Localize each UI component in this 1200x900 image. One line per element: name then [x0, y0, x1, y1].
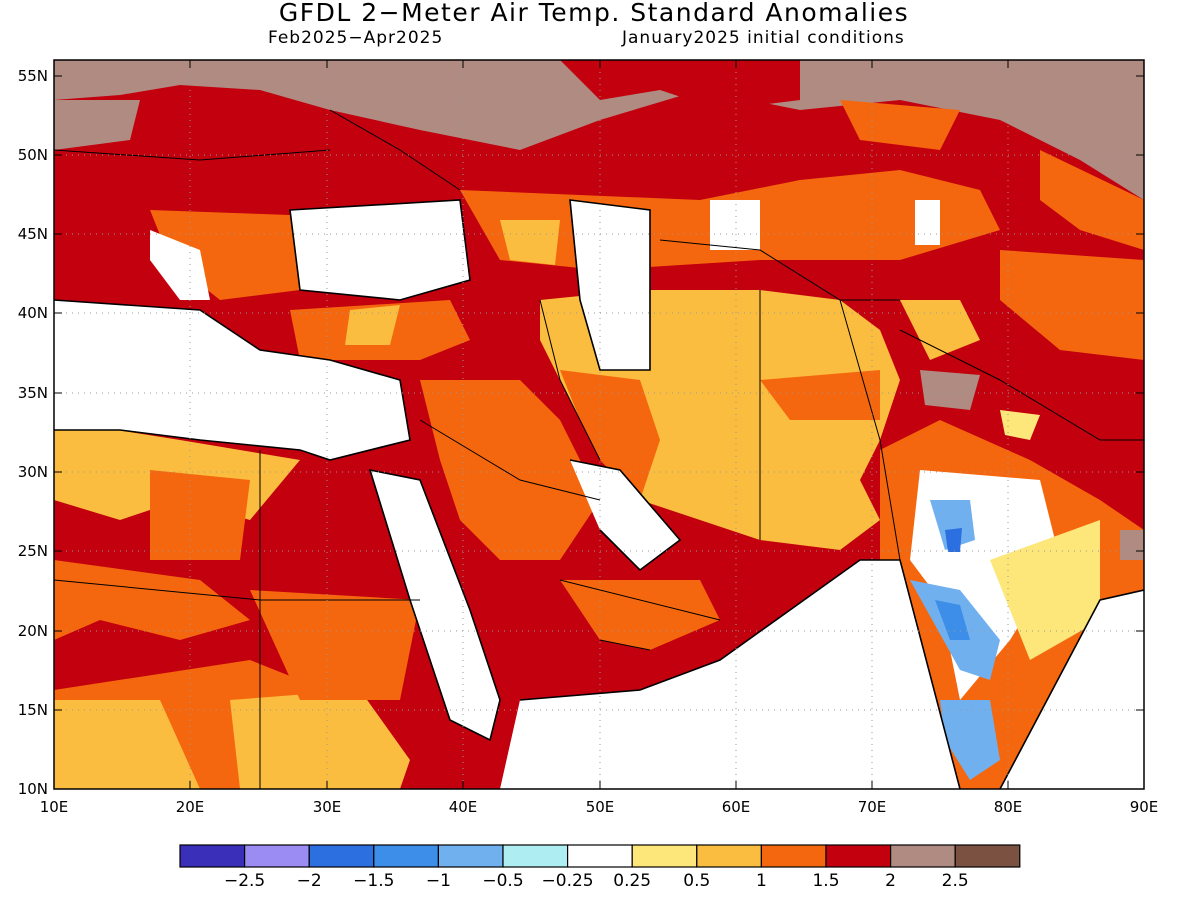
- lat-tick-label: 10N: [18, 780, 48, 798]
- coastline-layer: [54, 199, 1144, 789]
- anomaly-region-oman: [560, 580, 720, 650]
- colorbar-label: 1: [756, 871, 767, 891]
- lat-tick-label: 50N: [18, 146, 48, 164]
- anomaly-region-sudan-north: [250, 590, 420, 700]
- lon-tick-label: 40E: [449, 798, 478, 816]
- anomaly-region-northwest: [54, 60, 220, 95]
- map-subtitle-init: January2025 initial conditions: [622, 28, 905, 48]
- lon-tick-label: 20E: [176, 798, 205, 816]
- mediterranean-sea: [54, 300, 410, 460]
- colorbar-label: −0.5: [482, 871, 523, 891]
- colorbar-swatch: [373, 844, 439, 868]
- anomaly-region-afghan-orange: [760, 370, 880, 420]
- lat-tick-label: 40N: [18, 304, 48, 322]
- anomaly-fill-layer: [54, 60, 1144, 789]
- map-subtitle-period: Feb2025−Apr2025: [268, 28, 444, 48]
- colorbar-swatch: [954, 844, 1021, 868]
- anomaly-region-kashmir: [920, 370, 980, 410]
- colorbar-swatch: [696, 844, 762, 868]
- colorbar-label: −0.25: [542, 871, 594, 891]
- lat-tick-label: 25N: [18, 542, 48, 560]
- anomaly-region-india-dark-blue: [945, 528, 962, 552]
- colorbar-label: 0.5: [683, 871, 710, 891]
- bay-of-bengal: [1000, 590, 1144, 789]
- red-sea: [370, 470, 500, 740]
- colorbar-label: 0.25: [613, 871, 651, 891]
- lat-tick-label: 45N: [18, 225, 48, 243]
- colorbar-swatch: [825, 844, 892, 868]
- anomaly-region-india-strong-blue: [935, 600, 970, 640]
- anomaly-region-western-china: [1000, 250, 1144, 360]
- anomaly-region-tajik-yellow: [900, 300, 980, 360]
- lon-tick-label: 30E: [313, 798, 342, 816]
- lat-tick-label: 15N: [18, 701, 48, 719]
- colorbar-swatch: [502, 844, 569, 868]
- colorbar-label: −1.5: [353, 871, 394, 891]
- colorbar-swatch: [244, 844, 310, 868]
- lon-tick-label: 70E: [858, 798, 887, 816]
- map-frame: [53, 59, 1145, 790]
- anomaly-region-chad: [54, 560, 250, 640]
- anomaly-region-nepal-red: [1060, 430, 1144, 510]
- anomaly-region-europe-russia: [54, 60, 1144, 200]
- colorbar-label: 2: [885, 871, 896, 891]
- colorbar-swatch: [437, 844, 504, 868]
- anomaly-region-turkey-yellow: [345, 305, 400, 345]
- colorbar: −2.5 −2 −1.5 −1 −0.5 −0.25 0.25 0.5 1 1.5 2 2.5: [179, 844, 1021, 891]
- anomaly-region-iran-orange: [560, 370, 660, 500]
- black-sea: [290, 200, 470, 300]
- lon-tick-label: 50E: [586, 798, 615, 816]
- anomaly-region-bangladesh: [1120, 530, 1144, 560]
- lat-axis: 55N 50N 45N 40N 35N 30N 25N 20N 15N 10N: [18, 67, 1144, 798]
- arabian-sea: [500, 560, 960, 789]
- colorbar-label: −2: [297, 871, 322, 891]
- adriatic-sea: [150, 230, 210, 300]
- colorbar-swatch: [179, 844, 246, 868]
- lat-tick-label: 20N: [18, 622, 48, 640]
- colorbar-label: −2.5: [224, 871, 265, 891]
- colorbar-label: 1.5: [812, 871, 839, 891]
- lake-balkhash: [915, 200, 940, 245]
- anomaly-region-arabia-north: [420, 380, 600, 560]
- lat-tick-label: 30N: [18, 463, 48, 481]
- colorbar-label: 2.5: [942, 871, 969, 891]
- persian-gulf: [570, 460, 680, 570]
- anomaly-region-balkans: [150, 210, 300, 300]
- anomaly-region-ethiopia-yellow: [230, 690, 410, 789]
- colorbar-swatch: [631, 844, 698, 868]
- anomaly-region-kazakh-yellow: [500, 220, 560, 265]
- anomaly-region-india-south-blue: [940, 700, 1000, 780]
- colorbar-swatch: [760, 844, 827, 868]
- anomaly-region-russia-red: [560, 60, 800, 110]
- anomaly-region-tibet-yellow: [1000, 410, 1040, 440]
- anomaly-region-siberia-orange: [840, 100, 960, 150]
- caspian-sea: [570, 200, 650, 370]
- lon-tick-label: 60E: [722, 798, 751, 816]
- anomaly-region-sahel-yellow: [54, 700, 200, 789]
- colorbar-swatch: [566, 844, 633, 868]
- anomaly-region-central-europe: [54, 150, 330, 210]
- anomaly-region-ukraine: [380, 60, 560, 110]
- lat-tick-label: 55N: [18, 67, 48, 85]
- colorbar-swatch: [889, 844, 956, 868]
- anomaly-region-libya-orange: [150, 470, 250, 560]
- colorbar-label: −1: [426, 871, 451, 891]
- border-layer: [54, 109, 1144, 789]
- anomaly-region-india-east-yellow: [990, 520, 1100, 660]
- map-title: GFDL 2−Meter Air Temp. Standard Anomalie…: [278, 0, 910, 27]
- anomaly-region-germany: [54, 100, 140, 150]
- lon-tick-label: 90E: [1130, 798, 1159, 816]
- lon-tick-label: 10E: [40, 798, 69, 816]
- lat-tick-label: 35N: [18, 384, 48, 402]
- aral-sea: [710, 200, 760, 250]
- anomaly-region-india-central-blue: [930, 500, 975, 550]
- colorbar-swatch: [308, 844, 375, 868]
- lon-tick-label: 80E: [994, 798, 1023, 816]
- lon-axis: 10E 20E 30E 40E 50E 60E 70E 80E 90E: [40, 60, 1159, 816]
- anomaly-region-mongolia: [1040, 150, 1144, 250]
